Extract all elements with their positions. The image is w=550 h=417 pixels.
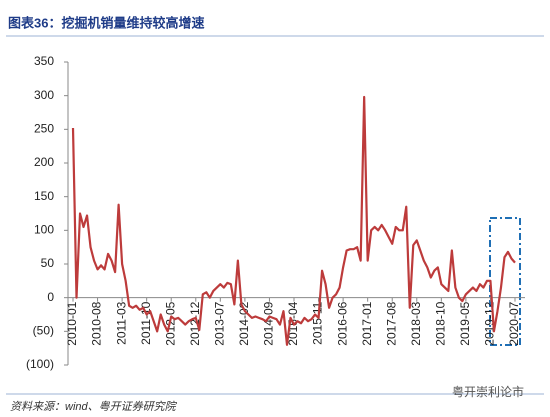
y-tick-label: 0 bbox=[47, 290, 54, 304]
x-tick-label: 2012-12 bbox=[188, 301, 202, 345]
x-tick-label: 2013-07 bbox=[213, 301, 227, 345]
chart-title: 图表36：挖掘机销量维持较高增速 bbox=[8, 15, 204, 30]
y-tick-label: 250 bbox=[34, 122, 54, 136]
y-tick-label: 200 bbox=[34, 155, 54, 169]
x-tick-label: 2018-10 bbox=[434, 301, 448, 345]
source: 资料来源：wind、粤开证券研究院 bbox=[10, 400, 178, 413]
x-tick-label: 2019-05 bbox=[458, 301, 472, 345]
y-tick-label: (100) bbox=[26, 357, 54, 371]
x-tick-label: 2017-08 bbox=[384, 301, 398, 345]
x-tick-label: 2010-01 bbox=[65, 301, 79, 345]
y-tick-label: 100 bbox=[34, 223, 54, 237]
x-tick-label: 2017-01 bbox=[360, 301, 374, 345]
x-tick-label: 2016-06 bbox=[335, 301, 349, 345]
y-tick-label: 300 bbox=[34, 88, 54, 102]
y-tick-label: 350 bbox=[34, 54, 54, 68]
x-tick-label: 2014-09 bbox=[262, 301, 276, 345]
watermark: 粤开崇利论市 bbox=[452, 384, 524, 399]
x-tick-label: 2011-03 bbox=[114, 301, 128, 344]
y-tick-label: 50 bbox=[41, 256, 55, 270]
y-tick-label: (50) bbox=[33, 324, 54, 338]
x-tick-label: 2020-07 bbox=[507, 301, 521, 345]
x-tick-label: 2010-08 bbox=[90, 301, 104, 345]
series-line bbox=[71, 95, 516, 346]
y-tick-label: 150 bbox=[34, 189, 54, 203]
x-tick-label: 2015-11 bbox=[311, 301, 325, 344]
x-tick-label: 2018-03 bbox=[409, 301, 423, 345]
